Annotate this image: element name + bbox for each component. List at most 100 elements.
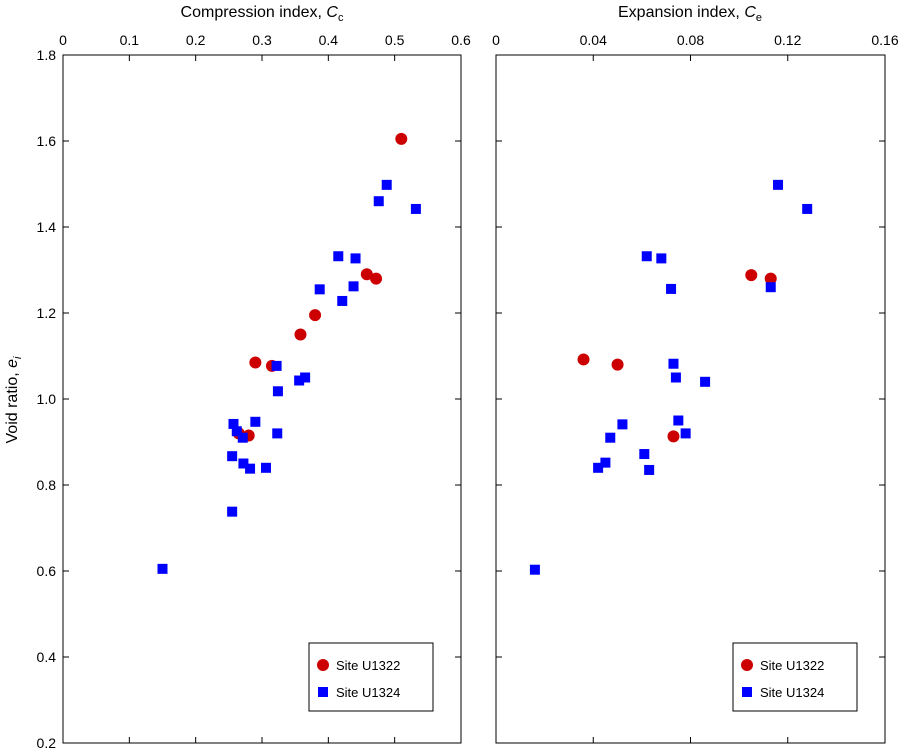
compression-point-u1322	[249, 356, 262, 369]
expansion-panel: Expansion index, Ce 0 0.04 0.08 0.12 0.16 Sit…	[492, 4, 899, 744]
expansion-legend-marker-u1322	[741, 659, 753, 671]
compression-point-u1324	[337, 295, 348, 306]
compression-legend-label: Site U1324	[336, 685, 400, 700]
y-tick-label: 0.4	[37, 649, 57, 665]
compression-point-u1324	[227, 506, 238, 517]
y-tick-label: 0.8	[37, 477, 57, 493]
y-tick-label: 1.6	[37, 133, 57, 149]
compression-plot-frame	[62, 54, 462, 744]
compression-point-u1324	[410, 203, 421, 214]
y-axis-label-main: Void ratio,	[4, 368, 21, 444]
expansion-point-u1322	[745, 269, 758, 282]
compression-point-u1324	[294, 375, 305, 386]
compression-title-italic: C	[326, 4, 338, 21]
expansion-point-u1324	[656, 253, 667, 264]
expansion-point-u1324	[529, 564, 540, 575]
expansion-point-u1324	[617, 419, 628, 430]
expansion-point-u1322	[667, 430, 680, 443]
y-tick-label: 1.4	[37, 219, 57, 235]
expansion-plot-frame	[495, 54, 886, 744]
compression-x-tick-label: 0.4	[319, 32, 339, 48]
expansion-x-tick-label: 0.12	[774, 32, 801, 48]
compression-point-u1324	[300, 372, 311, 383]
expansion-point-u1324	[802, 203, 813, 214]
compression-legend-label: Site U1322	[336, 658, 400, 673]
expansion-point-u1324	[605, 432, 616, 443]
expansion-legend-box	[732, 642, 858, 712]
expansion-x-tick-label: 0.08	[677, 32, 704, 48]
expansion-point-u1322	[764, 272, 777, 285]
expansion-point-u1324	[639, 449, 650, 460]
compression-point-u1324	[373, 196, 384, 207]
expansion-legend-marker-u1324	[742, 687, 752, 697]
compression-x-tick-label: 0	[59, 32, 67, 48]
compression-legend-marker-u1322	[317, 659, 329, 671]
compression-point-u1322	[309, 309, 322, 322]
compression-legend-box	[308, 642, 434, 712]
y-tick-label: 0.2	[37, 735, 57, 751]
compression-x-tick-label: 0.6	[451, 32, 471, 48]
expansion-point-u1324	[680, 428, 691, 439]
expansion-legend-label: Site U1324	[760, 685, 824, 700]
compression-point-u1324	[238, 458, 249, 469]
compression-point-u1324	[348, 281, 359, 292]
expansion-point-u1324	[666, 283, 677, 294]
compression-point-u1324	[245, 463, 256, 474]
expansion-legend: Site U1322 Site U1324	[732, 642, 858, 712]
compression-title-sub: c	[338, 12, 344, 24]
expansion-title-italic: C	[744, 4, 756, 21]
y-axis-label-italic: e	[4, 359, 21, 368]
expansion-point-u1322	[577, 353, 590, 366]
compression-title-main: Compression index,	[181, 4, 327, 21]
expansion-point-u1324	[641, 251, 652, 262]
expansion-point-u1324	[670, 372, 681, 383]
compression-point-u1322	[370, 272, 383, 285]
compression-point-u1324	[260, 462, 271, 473]
compression-x-tick-label: 0.3	[252, 32, 272, 48]
expansion-point-u1324	[673, 415, 684, 426]
expansion-point-u1324	[600, 457, 611, 468]
expansion-point-u1324	[668, 358, 679, 369]
compression-point-u1322	[360, 268, 373, 281]
compression-point-u1324	[227, 451, 238, 462]
expansion-point-u1324	[773, 179, 784, 190]
compression-point-u1324	[272, 386, 283, 397]
compression-legend-marker-u1324	[318, 687, 328, 697]
compression-point-u1324	[231, 426, 242, 437]
expansion-x-tick-label: 0.04	[580, 32, 607, 48]
compression-point-u1324	[271, 360, 282, 371]
compression-point-u1324	[350, 253, 361, 264]
expansion-point-u1324	[765, 282, 776, 293]
compression-point-u1322	[294, 328, 307, 341]
compression-panel-title: Compression index, Cc	[181, 4, 344, 24]
compression-panel: Compression index, Cc 0 0.1 0.2 0.3 0.4 0.5 0.…	[37, 4, 471, 751]
compression-point-u1324	[272, 428, 283, 439]
expansion-x-tick-label: 0	[492, 32, 500, 48]
expansion-x-tick-label: 0.16	[871, 32, 898, 48]
compression-x-tick-label: 0.5	[385, 32, 405, 48]
y-axis-label-sub: i	[12, 356, 24, 359]
compression-point-u1322	[395, 132, 408, 145]
expansion-title-main: Expansion index,	[618, 4, 744, 21]
compression-legend: Site U1322 Site U1324	[308, 642, 434, 712]
expansion-point-u1324	[644, 464, 655, 475]
y-axis-label: Void ratio, ei	[4, 356, 24, 444]
y-tick-label: 1.0	[37, 391, 57, 407]
compression-point-u1324	[157, 563, 168, 574]
compression-point-u1324	[333, 251, 344, 262]
y-tick-label: 1.8	[37, 47, 57, 63]
compression-x-tick-label: 0.2	[186, 32, 206, 48]
y-tick-label: 1.2	[37, 305, 57, 321]
compression-x-tick-label: 0.1	[120, 32, 140, 48]
compression-point-u1324	[381, 179, 392, 190]
expansion-point-u1322	[611, 358, 624, 371]
compression-point-u1324	[314, 284, 325, 295]
y-tick-label: 0.6	[37, 563, 57, 579]
compression-point-u1324	[250, 416, 261, 427]
expansion-point-u1324	[700, 376, 711, 387]
expansion-point-u1324	[593, 462, 604, 473]
expansion-title-sub: e	[756, 12, 762, 24]
compression-point-u1324	[237, 432, 248, 443]
compression-point-u1324	[228, 418, 239, 429]
